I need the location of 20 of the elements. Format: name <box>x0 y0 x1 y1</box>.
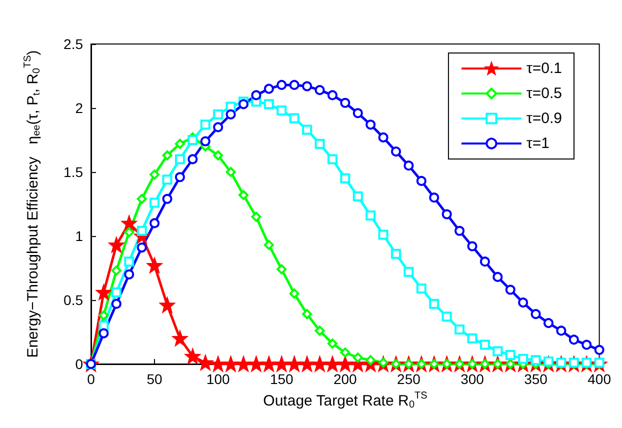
x-tick-label: 350 <box>524 371 548 387</box>
legend-label: τ=1 <box>526 135 550 152</box>
y-tick-label: 1 <box>75 228 84 244</box>
y-tick-label: 1.5 <box>64 164 84 180</box>
x-tick-label: 100 <box>206 371 230 387</box>
x-tick-label: 50 <box>146 371 163 387</box>
legend-label: τ=0.1 <box>526 60 562 77</box>
x-tick-label: 0 <box>87 371 96 387</box>
y-tick-label: 2.5 <box>64 36 84 52</box>
x-tick-label: 300 <box>460 371 484 387</box>
x-tick-label: 400 <box>588 371 612 387</box>
legend-label: τ=0.5 <box>526 85 562 102</box>
legend-label: τ=0.9 <box>526 110 562 127</box>
x-tick-label: 150 <box>270 371 294 387</box>
x-tick-label: 200 <box>333 371 358 387</box>
y-tick-label: 0 <box>75 356 84 372</box>
y-tick-label: 0.5 <box>64 292 84 308</box>
y-tick-label: 2 <box>75 100 84 116</box>
x-tick-label: 250 <box>397 371 421 387</box>
y-axis-title: Energy−Throughput Efficiency ηee(τ, Pt, R0TS) <box>22 50 42 358</box>
